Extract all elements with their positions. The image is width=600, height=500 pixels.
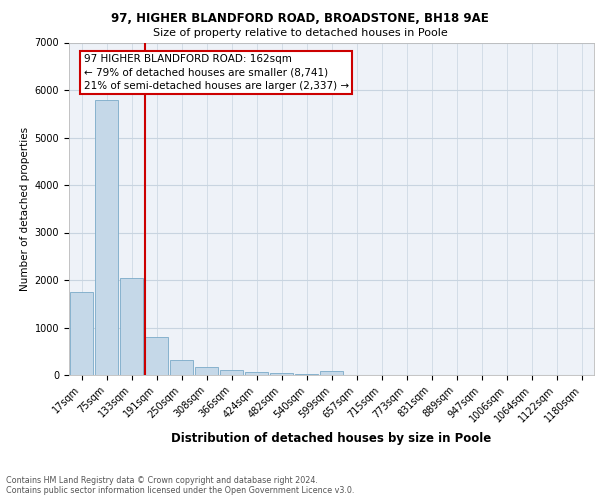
Text: Contains HM Land Registry data © Crown copyright and database right 2024.
Contai: Contains HM Land Registry data © Crown c… bbox=[6, 476, 355, 495]
Text: 97, HIGHER BLANDFORD ROAD, BROADSTONE, BH18 9AE: 97, HIGHER BLANDFORD ROAD, BROADSTONE, B… bbox=[111, 12, 489, 26]
Bar bbox=[120, 278, 143, 375]
Text: Size of property relative to detached houses in Poole: Size of property relative to detached ho… bbox=[152, 28, 448, 38]
Bar bbox=[70, 292, 93, 375]
Y-axis label: Number of detached properties: Number of detached properties bbox=[20, 126, 31, 291]
Bar bbox=[195, 366, 218, 375]
Bar bbox=[245, 372, 268, 375]
Bar bbox=[270, 372, 293, 375]
Bar bbox=[295, 374, 318, 375]
Bar bbox=[95, 100, 118, 375]
X-axis label: Distribution of detached houses by size in Poole: Distribution of detached houses by size … bbox=[172, 432, 491, 446]
Bar bbox=[220, 370, 243, 375]
Text: 97 HIGHER BLANDFORD ROAD: 162sqm
← 79% of detached houses are smaller (8,741)
21: 97 HIGHER BLANDFORD ROAD: 162sqm ← 79% o… bbox=[83, 54, 349, 91]
Bar bbox=[320, 371, 343, 375]
Bar bbox=[145, 337, 168, 375]
Bar bbox=[170, 360, 193, 375]
